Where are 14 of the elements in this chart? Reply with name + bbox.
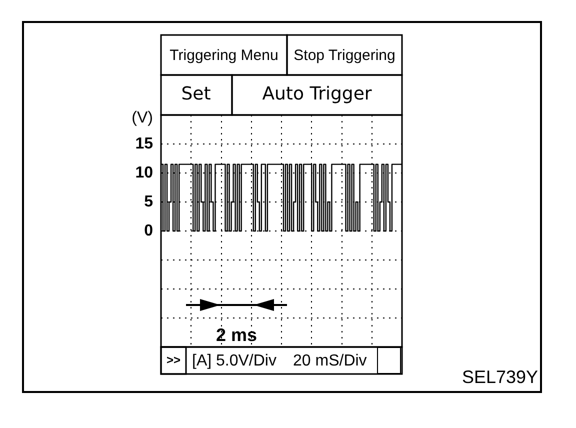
text: Stop Triggering — [294, 47, 396, 64]
y-tick-label: 15 — [135, 135, 154, 152]
text: Set — [181, 84, 211, 105]
text: 20 mS/Div — [293, 352, 367, 370]
text: >> — [166, 352, 181, 367]
text: Auto Trigger — [262, 84, 372, 105]
y-axis-title: (V) — [132, 109, 153, 126]
y-tick-label: 10 — [135, 164, 154, 182]
y-tick-label: 5 — [144, 193, 154, 210]
text: Triggering Menu — [170, 47, 278, 64]
text: [A] 5.0V/Div — [192, 352, 276, 370]
annotation: 2 ms — [216, 324, 258, 345]
y-tick-label: 0 — [144, 222, 154, 240]
text: SEL739Y — [462, 366, 538, 387]
